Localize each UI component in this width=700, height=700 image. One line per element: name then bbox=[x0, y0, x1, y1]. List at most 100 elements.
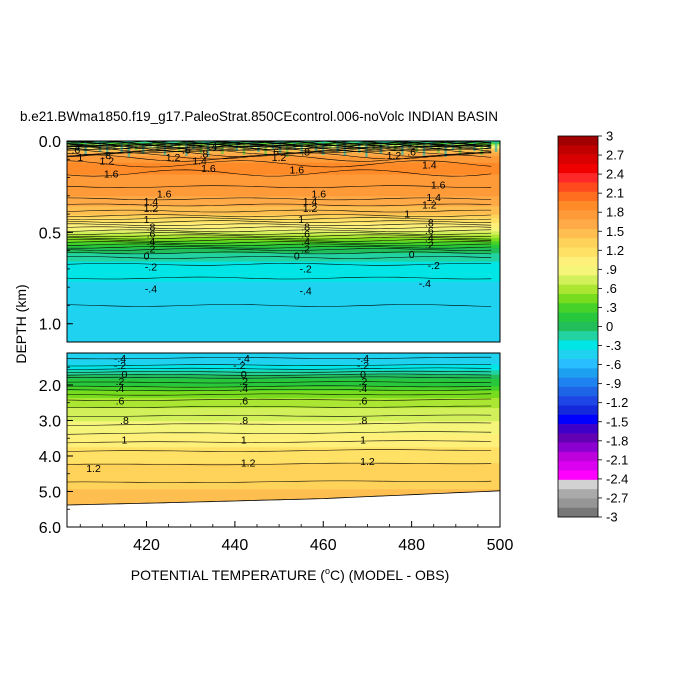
lower-fill-band bbox=[67, 461, 500, 464]
lower-contour-label: -.2 bbox=[114, 360, 126, 372]
upper-contour-line bbox=[67, 220, 492, 223]
upper-fill-band bbox=[67, 266, 500, 269]
lower-fill-band bbox=[67, 451, 500, 454]
upper-fill-band bbox=[67, 181, 500, 184]
lower-contour-line bbox=[67, 480, 492, 483]
upper-contour-label: 1 bbox=[77, 152, 83, 164]
colorbar-swatch bbox=[558, 405, 598, 416]
upper-fill-band bbox=[67, 184, 500, 187]
lower-fill-band bbox=[67, 368, 500, 371]
upper-fill-band bbox=[67, 194, 500, 197]
upper-fill-band bbox=[67, 254, 500, 258]
lower-contour-line bbox=[67, 393, 492, 396]
upper-fill-band bbox=[67, 286, 500, 289]
upper-fill-band bbox=[67, 197, 500, 201]
lower-fill-band bbox=[67, 354, 500, 357]
upper-contour-label: 1.6 bbox=[157, 188, 172, 200]
upper-contour-line bbox=[67, 229, 492, 233]
upper-contour-line bbox=[67, 223, 492, 226]
upper-fill-band bbox=[67, 298, 500, 301]
lower-contour-line bbox=[67, 389, 492, 392]
lower-panel-frame bbox=[66, 352, 501, 528]
upper-fill-band bbox=[67, 318, 500, 321]
lower-fill-band bbox=[67, 411, 500, 414]
surface-noise bbox=[264, 141, 267, 156]
lower-fill-band bbox=[67, 483, 500, 486]
lower-contour-label: 0 bbox=[360, 369, 366, 381]
colorbar-swatch bbox=[558, 368, 598, 378]
colorbar-label: -1.5 bbox=[606, 414, 628, 429]
colorbar-label: 1.5 bbox=[606, 224, 624, 239]
colorbar-label: -.9 bbox=[606, 376, 621, 391]
upper-fill-band bbox=[67, 166, 500, 169]
lower-contour-line bbox=[67, 376, 492, 379]
upper-contour-label: 0 bbox=[409, 249, 415, 261]
upper-contour-label: 1 bbox=[404, 209, 410, 221]
colorbar-swatch bbox=[558, 312, 598, 323]
upper-contour-label: 1.6 bbox=[104, 168, 119, 180]
lower-fill-band bbox=[67, 366, 500, 369]
lower-y-tick-label: 3.0 bbox=[39, 413, 61, 430]
lower-contour-fill bbox=[67, 353, 500, 527]
upper-contour-label: 1.2 bbox=[422, 199, 437, 211]
upper-fill-band bbox=[67, 296, 500, 300]
y-axis-title: DEPTH (km) bbox=[13, 284, 29, 363]
upper-contour-line bbox=[67, 169, 492, 177]
surface-noise bbox=[185, 141, 188, 156]
upper-contour-line bbox=[67, 236, 492, 240]
lower-contour-line bbox=[67, 367, 492, 370]
surface-noise bbox=[322, 141, 325, 155]
lower-fill-band bbox=[67, 357, 500, 360]
surface-noise bbox=[358, 141, 361, 153]
lower-contour-line bbox=[67, 462, 492, 466]
lower-contour-line bbox=[67, 356, 492, 360]
colorbar-label: 2.1 bbox=[606, 186, 624, 201]
upper-contour-label: -.4 bbox=[145, 284, 157, 296]
lower-y-tick-label: 5.0 bbox=[39, 484, 61, 501]
lower-fill-band bbox=[67, 355, 500, 358]
lower-fill-band bbox=[67, 432, 500, 435]
lower-contour-label: .8 bbox=[239, 415, 248, 427]
upper-fill-band bbox=[67, 189, 500, 192]
lower-fill-band bbox=[67, 445, 500, 448]
upper-contour-label: .6 bbox=[270, 146, 279, 158]
surface-noise bbox=[286, 141, 289, 157]
upper-fill-band bbox=[67, 241, 500, 244]
colorbar-swatch bbox=[558, 433, 598, 443]
upper-contour-line bbox=[67, 276, 492, 280]
upper-contour-label: 1.2 bbox=[387, 150, 402, 162]
colorbar-swatch bbox=[558, 331, 598, 341]
lower-fill-band bbox=[67, 370, 500, 373]
lower-fill-band bbox=[67, 431, 500, 434]
lower-fill-band bbox=[67, 477, 500, 480]
upper-contour-label: 1.4 bbox=[144, 196, 159, 208]
upper-fill-band bbox=[67, 176, 500, 179]
upper-fill-band bbox=[67, 159, 500, 162]
colorbar: 3 2.7 2.4 2.1 1.8 1.5 1.2 .9 .6 .3 0 -.3 -.6 -.9 -1.2 -… bbox=[557, 129, 628, 525]
colorbar-swatch bbox=[558, 321, 598, 332]
lower-fill-band bbox=[67, 403, 500, 406]
lower-fill-band bbox=[67, 399, 500, 402]
upper-fill-band bbox=[67, 172, 500, 176]
lower-contour-line bbox=[67, 370, 492, 373]
upper-fill-band bbox=[67, 226, 500, 229]
upper-fill-band bbox=[67, 228, 500, 231]
upper-contour-label: 1 bbox=[298, 214, 304, 226]
x-axis-title: POTENTIAL TEMPERATURE (oC) (MODEL - OBS) bbox=[131, 566, 450, 583]
lower-fill-band bbox=[67, 396, 500, 399]
lower-fill-band bbox=[67, 498, 500, 501]
upper-y-tick-label: 0.5 bbox=[39, 225, 61, 242]
upper-contour-line bbox=[67, 251, 492, 255]
x-tick-label: 420 bbox=[133, 537, 160, 554]
upper-fill-band bbox=[67, 244, 500, 248]
lower-fill-band bbox=[67, 406, 500, 409]
lower-fill-band bbox=[67, 371, 500, 374]
upper-fill-band bbox=[67, 233, 500, 236]
colorbar-label: -.6 bbox=[606, 357, 621, 372]
upper-fill-band bbox=[67, 206, 500, 209]
upper-contour-label: -.4 bbox=[299, 285, 311, 297]
colorbar-swatch bbox=[558, 163, 598, 174]
lower-contour-label: -.4 bbox=[114, 353, 126, 365]
upper-contour-line bbox=[67, 203, 492, 207]
surface-noise bbox=[300, 141, 303, 154]
